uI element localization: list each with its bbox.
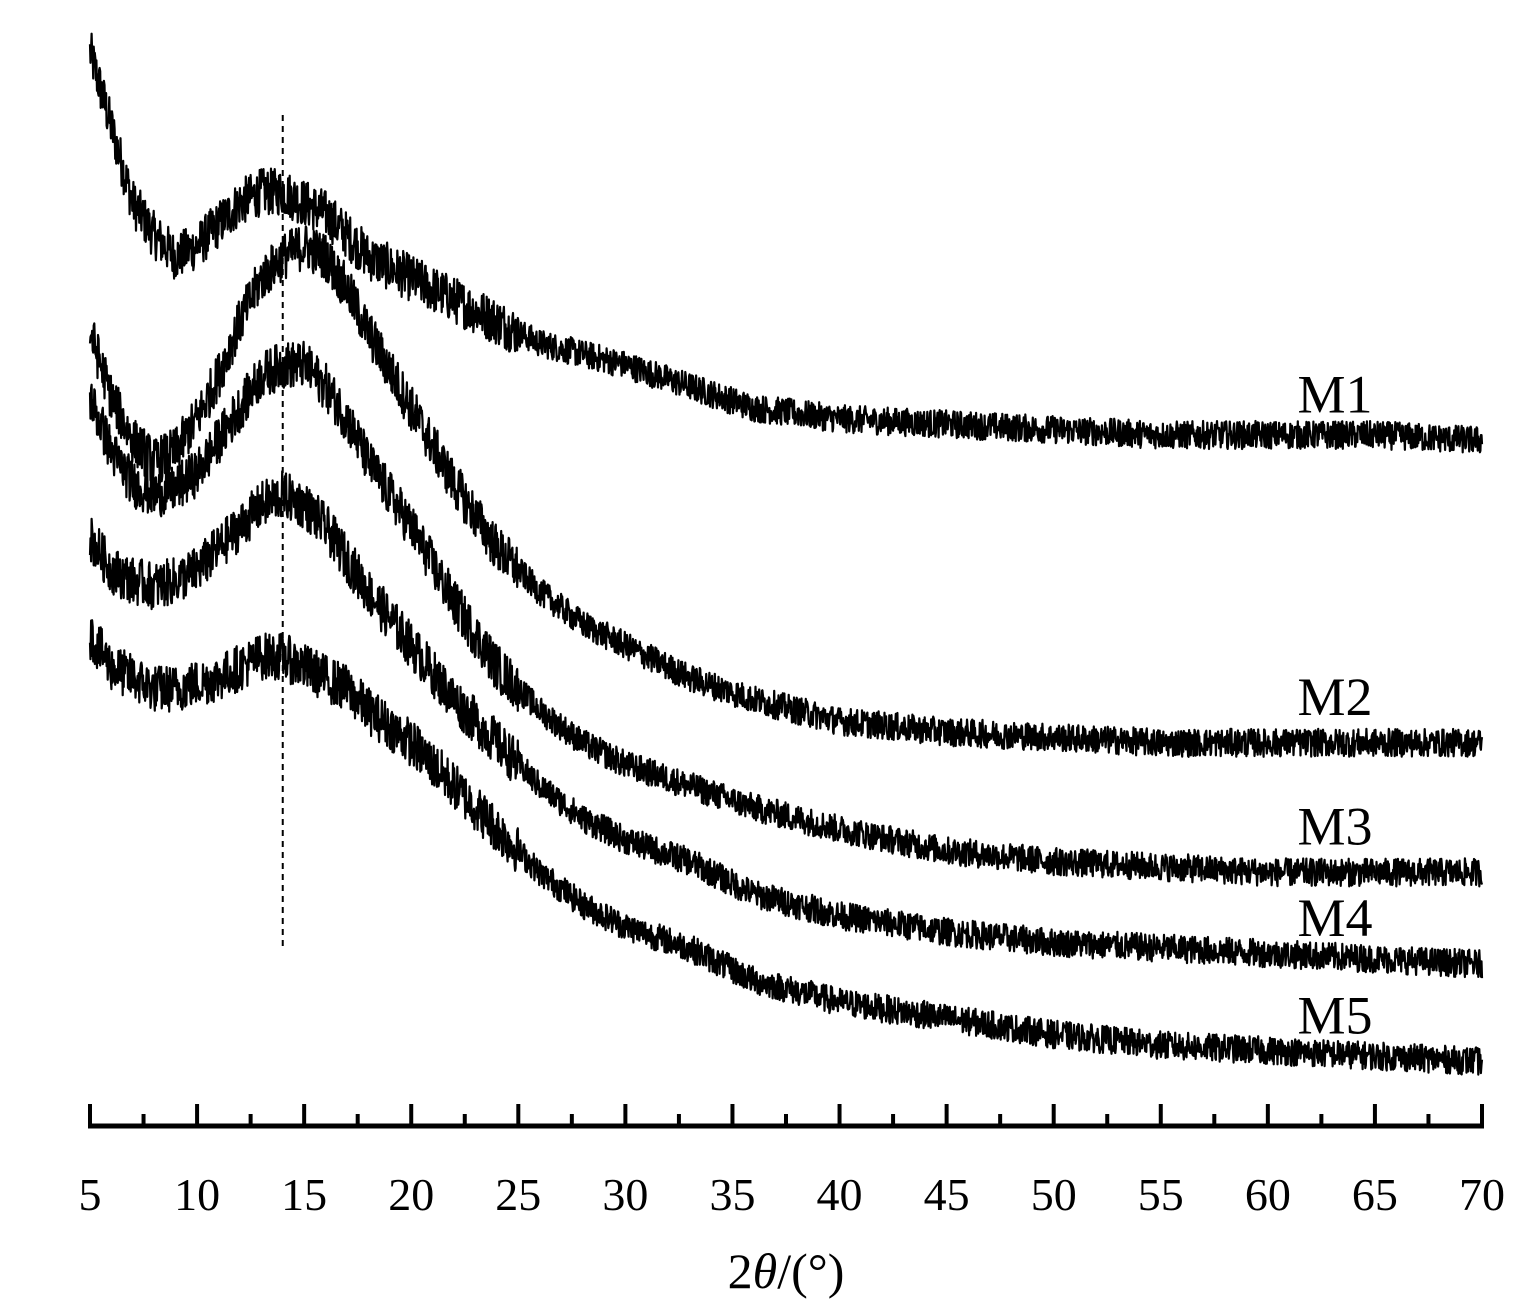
x-tick-label: 50 (1031, 1169, 1077, 1220)
x-tick-label: 70 (1459, 1169, 1505, 1220)
series-label-m3: M3 (1297, 796, 1372, 856)
x-tick-label: 55 (1138, 1169, 1184, 1220)
x-tick-label: 10 (174, 1169, 220, 1220)
x-tick-label: 45 (924, 1169, 970, 1220)
x-tick-label: 15 (281, 1169, 327, 1220)
series-traces (88, 32, 1484, 1076)
series-label-m5: M5 (1297, 985, 1372, 1045)
x-tick-label: 35 (709, 1169, 755, 1220)
x-tick-label: 25 (495, 1169, 541, 1220)
x-axis-ticks (88, 1104, 1484, 1126)
series-line-m3 (88, 340, 1484, 888)
series-label-m4: M4 (1297, 888, 1372, 948)
x-tick-label: 65 (1352, 1169, 1398, 1220)
x-axis-label-prefix: 2 (728, 1243, 753, 1299)
series-line-m4 (88, 470, 1484, 979)
x-tick-label: 40 (817, 1169, 863, 1220)
x-axis-tick-labels: 5 10 15 20 25 30 35 40 45 50 55 60 65 70 (79, 1169, 1506, 1220)
series-label-m1: M1 (1297, 364, 1372, 424)
x-tick-label: 30 (602, 1169, 648, 1220)
series-label-m2: M2 (1297, 667, 1372, 727)
x-axis-label-suffix: /(°) (777, 1243, 844, 1299)
x-axis-label-theta: θ (753, 1243, 778, 1299)
x-axis-label: 2θ/(°) (728, 1243, 845, 1299)
x-tick-label: 20 (388, 1169, 434, 1220)
series-line-m1 (88, 32, 1484, 454)
x-tick-label: 60 (1245, 1169, 1291, 1220)
x-tick-label: 5 (79, 1169, 102, 1220)
series-labels: M1 M2 M3 M4 M5 (1297, 364, 1372, 1045)
series-line-m2 (88, 225, 1484, 758)
series-line-m5 (88, 619, 1484, 1076)
